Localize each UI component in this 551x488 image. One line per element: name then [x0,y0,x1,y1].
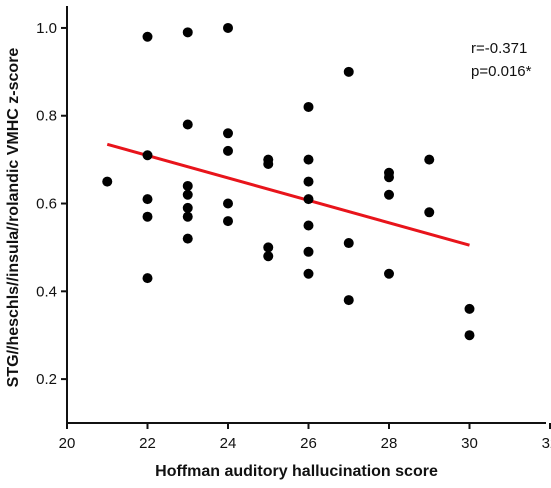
x-tick-label: 26 [300,435,317,452]
x-tick-label: 22 [139,435,156,452]
data-point [303,194,314,205]
correlation-r-label: r=-0.371 [471,40,527,57]
y-tick-label: 0.4 [36,283,57,300]
data-point [223,198,233,209]
data-point [464,303,475,314]
data-point [142,31,153,42]
x-tick-label: 32 [542,435,551,452]
data-point [303,220,314,231]
data-point [223,128,233,139]
x-axis-ticks: 20 22 24 26 28 30 32 [59,423,551,452]
data-point [182,233,193,244]
x-tick-label: 20 [59,435,76,452]
correlation-p-label: p=0.016* [471,63,532,80]
x-axis-label: Hoffman auditory hallucination score [155,463,438,480]
y-tick-label: 0.2 [36,371,57,388]
data-point [142,150,153,161]
data-point [182,202,193,213]
data-point [384,268,394,279]
data-point [182,119,193,130]
data-point [263,251,274,262]
data-point [384,189,394,200]
data-point [303,268,314,279]
data-point [343,238,354,249]
data-point [142,273,153,284]
data-points [102,22,475,341]
data-point [424,154,435,165]
y-tick-label: 0.8 [36,108,57,125]
data-point [223,22,233,33]
data-point [102,176,113,187]
data-point [424,207,435,218]
data-point [343,295,354,306]
data-point [142,211,153,222]
data-point [223,145,233,156]
x-tick-label: 24 [220,435,237,452]
data-point [263,159,274,170]
x-tick-label: 30 [461,435,478,452]
data-point [303,246,314,257]
data-point [142,194,153,205]
data-point [263,242,274,253]
data-point [384,172,394,183]
data-point [303,154,314,165]
data-point [343,66,354,77]
y-axis-label: STG//heschls//insula//rolandic VMHC z-sc… [5,48,22,388]
y-tick-label: 0.6 [36,196,57,213]
data-point [223,216,233,227]
data-point [182,27,193,38]
data-point [182,189,193,200]
regression-line [106,142,470,247]
data-point [182,180,193,191]
data-point [303,176,314,187]
data-point [182,211,193,222]
y-axis-ticks: 0.2 0.4 0.6 0.8 1.0 [36,20,67,388]
data-point [303,101,314,112]
data-point [464,330,475,341]
y-tick-label: 1.0 [36,20,57,37]
x-tick-label: 28 [381,435,398,452]
